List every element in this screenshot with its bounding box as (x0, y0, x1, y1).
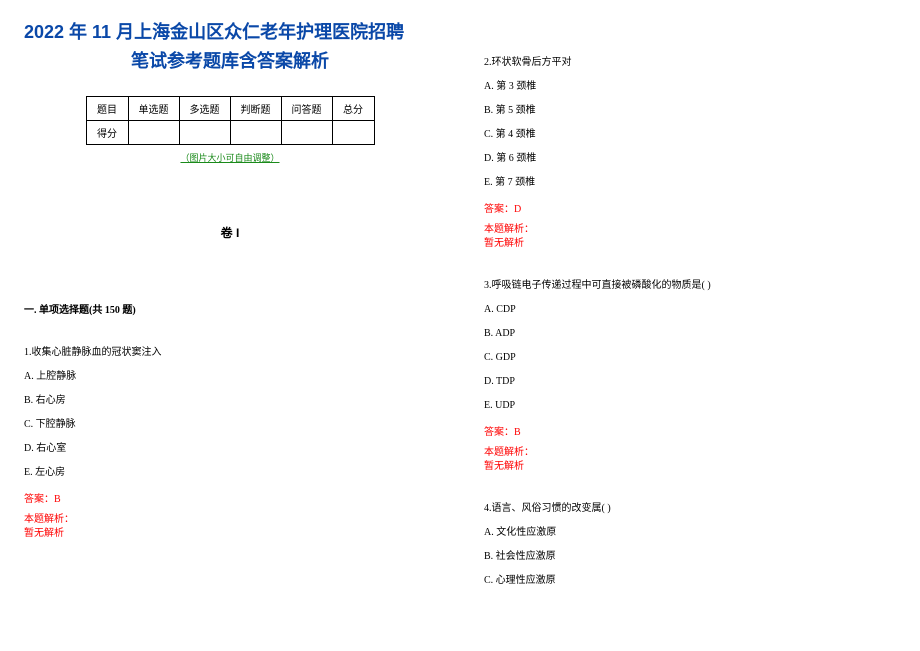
q1-opt-b: B. 右心房 (24, 394, 436, 408)
q2-answer: 答案：D (484, 200, 896, 215)
answer-prefix: 答案： (24, 494, 54, 505)
q2-answer-value: D (514, 204, 521, 215)
cell-empty (281, 120, 332, 144)
cell-empty (179, 120, 230, 144)
q4-num: 4. (484, 503, 492, 514)
q1-opt-d: D. 右心室 (24, 442, 436, 456)
q3-opt-e: E. UDP (484, 399, 896, 413)
q1-num: 1. (24, 347, 32, 358)
q1-text: 收集心脏静脉血的冠状窦注入 (32, 347, 162, 358)
q1-opt-a: A. 上腔静脉 (24, 370, 436, 384)
question-1: 1.收集心脏静脉血的冠状窦注入 A. 上腔静脉 B. 右心房 C. 下腔静脉 D… (24, 346, 436, 541)
title-line-1: 2022 年 11 月上海金山区众仁老年护理医院招聘 (24, 18, 436, 47)
title-line-2: 笔试参考题库含答案解析 (24, 47, 436, 76)
th-4: 问答题 (281, 96, 332, 120)
answer-prefix: 答案： (484, 204, 514, 215)
section-title: 一. 单项选择题(共 150 题) (24, 301, 436, 316)
q4-opt-b: B. 社会性应激原 (484, 550, 896, 564)
cell-empty (230, 120, 281, 144)
q3-opt-b: B. ADP (484, 327, 896, 341)
th-2: 多选题 (179, 96, 230, 120)
th-5: 总分 (332, 96, 374, 120)
th-0: 题目 (86, 96, 128, 120)
table-header-row: 题目 单选题 多选题 判断题 问答题 总分 (86, 96, 374, 120)
q1-stem: 1.收集心脏静脉血的冠状窦注入 (24, 346, 436, 360)
q1-opt-c: C. 下腔静脉 (24, 418, 436, 432)
q2-opt-d: D. 第 6 颈椎 (484, 152, 896, 166)
q3-num: 3. (484, 280, 492, 291)
q2-explain-label: 本题解析： (484, 223, 896, 237)
q2-opt-b: B. 第 5 颈椎 (484, 104, 896, 118)
q1-answer-value: B (54, 494, 61, 505)
left-column: 2022 年 11 月上海金山区众仁老年护理医院招聘 笔试参考题库含答案解析 题… (0, 0, 460, 651)
q3-answer-value: B (514, 427, 521, 438)
answer-prefix: 答案： (484, 427, 514, 438)
q2-opt-e: E. 第 7 颈椎 (484, 176, 896, 190)
cell-empty (128, 120, 179, 144)
q3-stem: 3.呼吸链电子传递过程中可直接被磷酸化的物质是( ) (484, 279, 896, 293)
question-4: 4.语言、风俗习惯的改变属( ) A. 文化性应激原 B. 社会性应激原 C. … (484, 502, 896, 588)
q1-answer: 答案：B (24, 490, 436, 505)
th-1: 单选题 (128, 96, 179, 120)
q3-opt-a: A. CDP (484, 303, 896, 317)
q3-opt-d: D. TDP (484, 375, 896, 389)
q3-explain-body: 暂无解析 (484, 460, 896, 474)
q1-opt-e: E. 左心房 (24, 466, 436, 480)
q3-text: 呼吸链电子传递过程中可直接被磷酸化的物质是( ) (492, 280, 711, 291)
q4-text: 语言、风俗习惯的改变属( ) (492, 503, 611, 514)
row-label: 得分 (86, 120, 128, 144)
question-3: 3.呼吸链电子传递过程中可直接被磷酸化的物质是( ) A. CDP B. ADP… (484, 279, 896, 474)
th-3: 判断题 (230, 96, 281, 120)
q2-opt-c: C. 第 4 颈椎 (484, 128, 896, 142)
q4-opt-a: A. 文化性应激原 (484, 526, 896, 540)
score-table: 题目 单选题 多选题 判断题 问答题 总分 得分 (86, 96, 375, 145)
cell-empty (332, 120, 374, 144)
question-2: 2.环状软骨后方平对 A. 第 3 颈椎 B. 第 5 颈椎 C. 第 4 颈椎… (484, 56, 896, 251)
volume-label: 卷 I (24, 224, 436, 241)
page: 2022 年 11 月上海金山区众仁老年护理医院招聘 笔试参考题库含答案解析 题… (0, 0, 920, 651)
q2-opt-a: A. 第 3 颈椎 (484, 80, 896, 94)
q2-explain-body: 暂无解析 (484, 237, 896, 251)
q4-stem: 4.语言、风俗习惯的改变属( ) (484, 502, 896, 516)
q1-explain-label: 本题解析： (24, 513, 436, 527)
table-score-row: 得分 (86, 120, 374, 144)
q3-answer: 答案：B (484, 423, 896, 438)
q3-explain-label: 本题解析： (484, 446, 896, 460)
q3-opt-c: C. GDP (484, 351, 896, 365)
q2-text: 环状软骨后方平对 (492, 57, 572, 68)
q4-opt-c: C. 心理性应激原 (484, 574, 896, 588)
q2-stem: 2.环状软骨后方平对 (484, 56, 896, 70)
right-column: 2.环状软骨后方平对 A. 第 3 颈椎 B. 第 5 颈椎 C. 第 4 颈椎… (460, 0, 920, 651)
q2-num: 2. (484, 57, 492, 68)
q1-explain-body: 暂无解析 (24, 527, 436, 541)
table-caption: （图片大小可自由调整） (24, 151, 436, 164)
